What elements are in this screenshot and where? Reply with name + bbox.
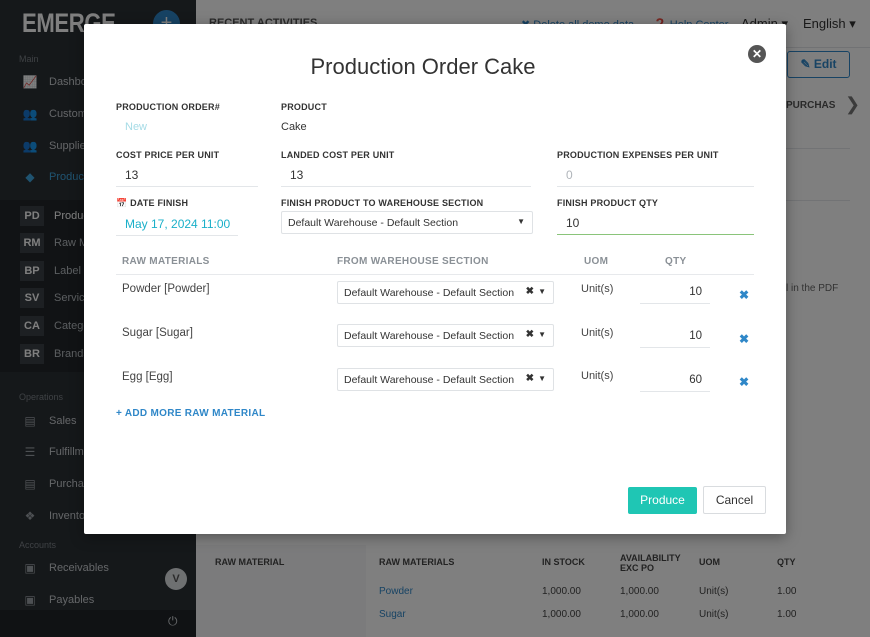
raw-material-uom: Unit(s): [581, 327, 614, 339]
raw-material-uom: Unit(s): [581, 283, 614, 295]
clear-icon[interactable]: ✖: [525, 373, 534, 384]
remove-row-icon[interactable]: ✖: [739, 375, 750, 389]
date-finish-label: 📅 DATE FINISH: [116, 198, 189, 208]
clear-icon[interactable]: ✖: [525, 286, 534, 297]
th-uom: UOM: [584, 256, 609, 267]
raw-material-name: Egg [Egg]: [122, 371, 173, 383]
caret-down-icon: ▼: [538, 287, 546, 296]
raw-material-name: Powder [Powder]: [122, 283, 210, 295]
cost-price-field[interactable]: 13: [116, 163, 258, 187]
raw-material-uom: Unit(s): [581, 370, 614, 382]
production-expenses-label: PRODUCTION EXPENSES PER UNIT: [557, 150, 719, 160]
caret-down-icon: ▼: [538, 330, 546, 339]
cancel-button[interactable]: Cancel: [703, 486, 766, 514]
order-number-value: New: [125, 121, 148, 133]
modal-title: Production Order Cake: [310, 54, 536, 79]
clear-icon[interactable]: ✖: [525, 329, 534, 340]
remove-row-icon[interactable]: ✖: [739, 332, 750, 346]
caret-down-icon: ▼: [517, 217, 525, 226]
th-qty: QTY: [665, 256, 687, 267]
th-from-section: FROM WAREHOUSE SECTION: [337, 256, 489, 267]
raw-material-qty-input[interactable]: 60: [640, 368, 710, 392]
table-header-divider: [116, 274, 754, 275]
finish-section-label: FINISH PRODUCT TO WAREHOUSE SECTION: [281, 198, 484, 208]
th-raw-materials: RAW MATERIALS: [122, 256, 210, 267]
finish-section-select[interactable]: Default Warehouse - Default Section ▼: [281, 211, 533, 234]
production-expenses-field[interactable]: 0: [557, 163, 754, 187]
close-icon[interactable]: ✕: [748, 45, 766, 63]
raw-material-name: Sugar [Sugar]: [122, 327, 193, 339]
raw-material-qty-input[interactable]: 10: [640, 324, 710, 348]
date-finish-field[interactable]: May 17, 2024 11:00: [116, 212, 238, 236]
caret-down-icon: ▼: [538, 374, 546, 383]
calendar-icon: 📅: [116, 198, 131, 208]
landed-cost-label: LANDED COST PER UNIT: [281, 150, 395, 160]
product-value: Cake: [281, 121, 307, 133]
finish-qty-field[interactable]: 10: [557, 211, 754, 235]
add-raw-material-link[interactable]: + ADD MORE RAW MATERIAL: [116, 408, 266, 419]
cost-price-label: COST PRICE PER UNIT: [116, 150, 220, 160]
raw-material-section-select[interactable]: Default Warehouse - Default Section ✖ ▼: [337, 368, 554, 391]
remove-row-icon[interactable]: ✖: [739, 288, 750, 302]
raw-material-section-select[interactable]: Default Warehouse - Default Section ✖ ▼: [337, 281, 554, 304]
raw-material-section-select[interactable]: Default Warehouse - Default Section ✖ ▼: [337, 324, 554, 347]
finish-qty-label: FINISH PRODUCT QTY: [557, 198, 659, 208]
landed-cost-field[interactable]: 13: [281, 163, 531, 187]
produce-button[interactable]: Produce: [628, 487, 697, 514]
order-number-label: PRODUCTION ORDER#: [116, 102, 220, 112]
raw-material-qty-input[interactable]: 10: [640, 280, 710, 304]
product-label: PRODUCT: [281, 102, 327, 112]
production-order-modal: ✕ Production Order Cake PRODUCTION ORDER…: [84, 24, 786, 534]
